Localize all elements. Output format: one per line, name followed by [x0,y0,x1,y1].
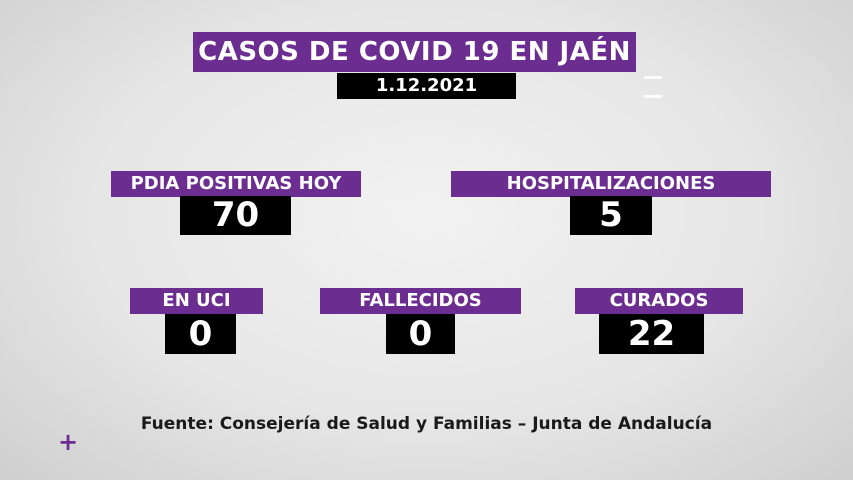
stat-label-pdia-positivas: PDIA POSITIVAS HOY [111,171,361,197]
stat-label-en-uci: EN UCI [130,288,263,314]
decorative-line [644,95,662,98]
source-caption: Fuente: Consejería de Salud y Familias –… [140,414,713,434]
stat-value-curados: 22 [599,314,704,354]
stat-value-hospitalizaciones: 5 [570,196,652,235]
stat-value-pdia-positivas: 70 [180,196,291,235]
stat-value-en-uci: 0 [165,314,236,354]
date-badge: 1.12.2021 [337,73,516,99]
stat-label-curados: CURADOS [575,288,743,314]
stat-label-hospitalizaciones: HOSPITALIZACIONES [451,171,771,197]
decorative-line [644,76,662,79]
stat-label-fallecidos: FALLECIDOS [320,288,521,314]
stat-value-fallecidos: 0 [386,314,455,354]
plus-icon: + [58,428,79,456]
page-title: CASOS DE COVID 19 EN JAÉN [193,32,636,72]
